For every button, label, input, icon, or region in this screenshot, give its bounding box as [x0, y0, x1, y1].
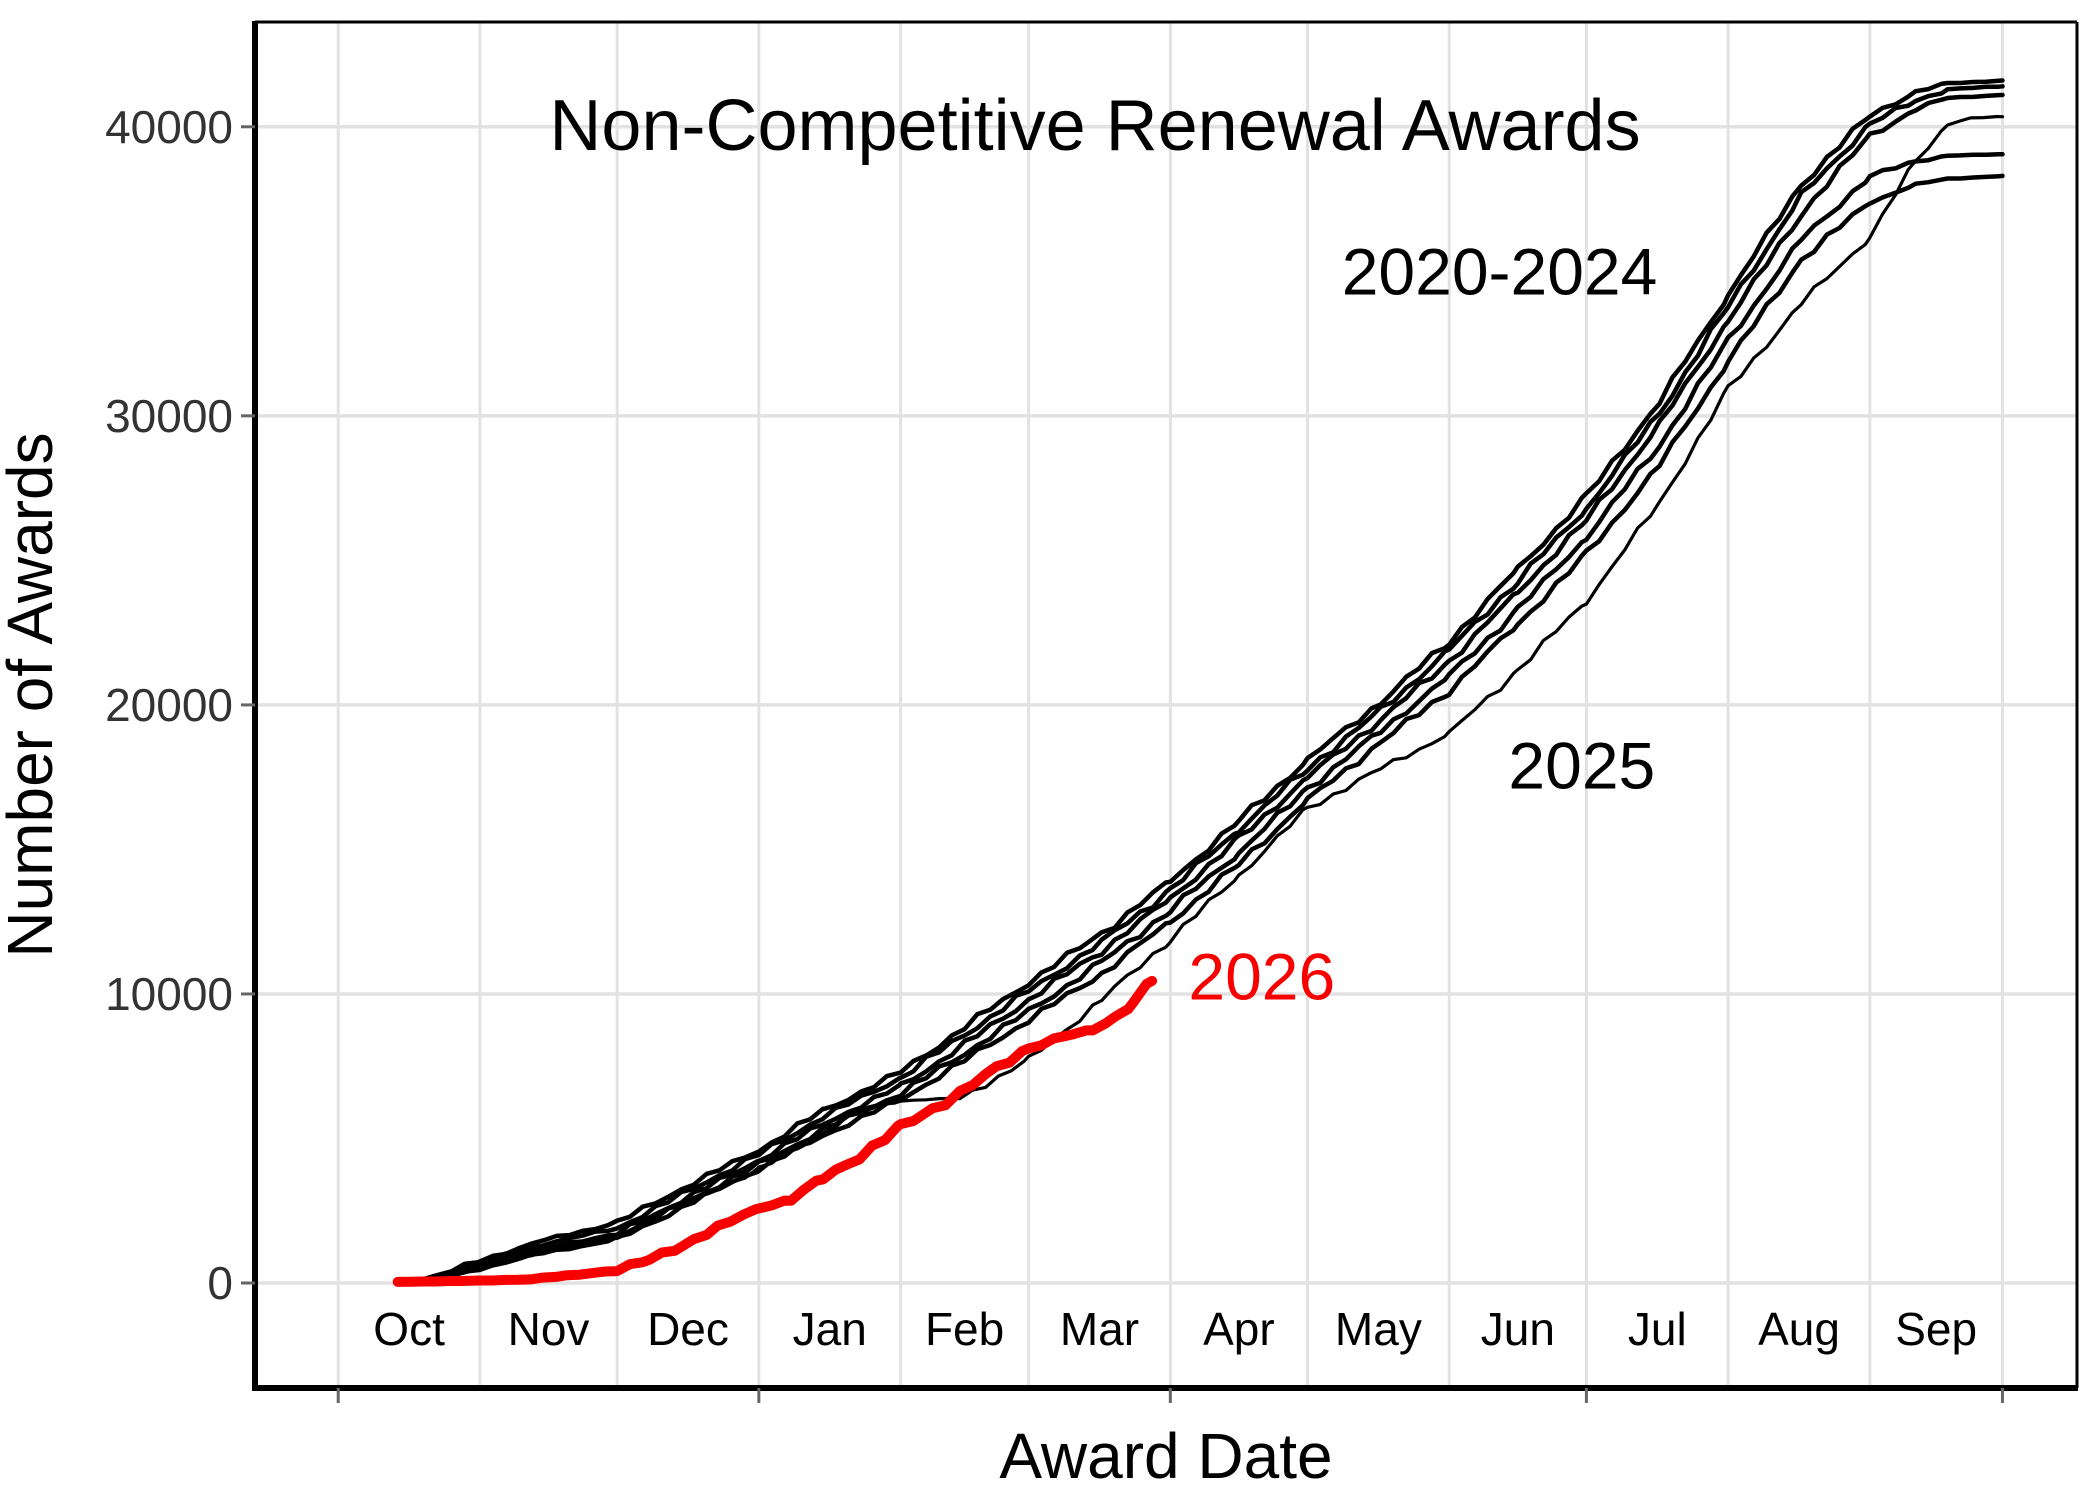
x-tick-label-sep: Sep — [1895, 1303, 1977, 1355]
annotation-2025: 2025 — [1508, 729, 1655, 803]
series-line-2025 — [396, 114, 2005, 1285]
y-tick-label: 40000 — [105, 101, 233, 153]
series-line-2023 — [395, 84, 2005, 1286]
x-tick-label-jul: Jul — [1628, 1303, 1687, 1355]
x-tick-label-nov: Nov — [508, 1303, 590, 1355]
annotation-2026: 2026 — [1188, 940, 1335, 1014]
y-tick-label: 0 — [207, 1257, 233, 1309]
series-line-2024 — [395, 78, 2005, 1286]
x-tick-label-jan: Jan — [793, 1303, 867, 1355]
x-tick-label-mar: Mar — [1060, 1303, 1139, 1355]
tick-label-layer: 0 10000 20000 30000 40000 Oct Nov Dec Jan Feb Mar A… — [105, 101, 1977, 1355]
x-tick-label-may: May — [1335, 1303, 1422, 1355]
y-tick-label: 20000 — [105, 679, 233, 731]
annotation-2020-2024: 2020-2024 — [1342, 234, 1658, 308]
series-layer — [392, 78, 2005, 1287]
series-line-2020 — [395, 173, 2005, 1286]
y-axis-title: Number of Awards — [0, 432, 66, 957]
annotation-layer: 2020-2024 2025 2026 — [1188, 234, 1657, 1013]
grid-layer — [255, 22, 2077, 1388]
series-line-2026 — [392, 975, 1158, 1287]
x-tick-label-dec: Dec — [647, 1303, 729, 1355]
y-tick-label: 30000 — [105, 390, 233, 442]
x-tick-label-aug: Aug — [1758, 1303, 1840, 1355]
series-line-2022 — [395, 92, 2005, 1286]
chart-title: Non-Competitive Renewal Awards — [549, 86, 1640, 166]
x-axis-title: Award Date — [999, 1420, 1332, 1492]
y-tick-label: 10000 — [105, 968, 233, 1020]
x-tick-label-oct: Oct — [373, 1303, 445, 1355]
x-tick-label-feb: Feb — [925, 1303, 1004, 1355]
axis-layer — [241, 20, 2079, 1403]
x-tick-label-jun: Jun — [1481, 1303, 1555, 1355]
x-tick-label-apr: Apr — [1203, 1303, 1275, 1355]
series-line-2021 — [395, 151, 2005, 1285]
